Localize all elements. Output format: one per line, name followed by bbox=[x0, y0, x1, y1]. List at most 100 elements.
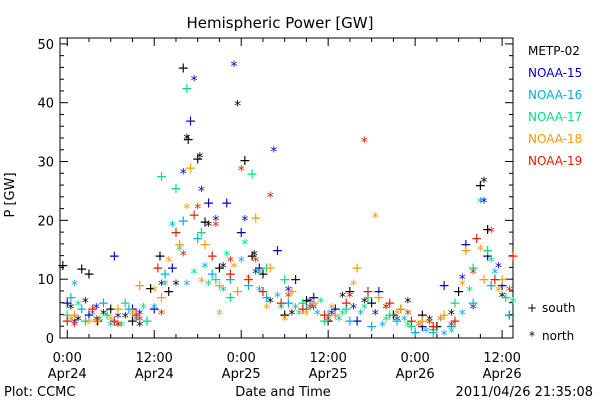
data-point-south: + bbox=[80, 313, 92, 329]
data-point-north: * bbox=[212, 213, 219, 229]
y-tick-label: 40 bbox=[37, 97, 54, 112]
data-point-south: + bbox=[65, 290, 77, 306]
data-point-south: + bbox=[391, 313, 403, 329]
data-point-south: + bbox=[199, 215, 211, 231]
data-point-north: * bbox=[71, 316, 78, 332]
data-point-south: + bbox=[182, 132, 194, 148]
data-point-north: * bbox=[415, 319, 422, 335]
data-point-south: + bbox=[362, 284, 374, 300]
data-point-south: + bbox=[330, 307, 342, 323]
x-tick-time-label: 12:00 bbox=[309, 351, 346, 366]
data-point-north: * bbox=[227, 255, 234, 271]
data-point-south: + bbox=[366, 296, 378, 312]
data-point-south: + bbox=[351, 260, 363, 276]
data-point-north: * bbox=[267, 296, 274, 312]
data-point-north: * bbox=[67, 313, 74, 329]
data-point-south: + bbox=[496, 272, 508, 288]
data-point-north: * bbox=[303, 307, 310, 323]
data-point-north: * bbox=[372, 210, 379, 226]
data-point-north: * bbox=[96, 313, 103, 329]
data-point-south: + bbox=[203, 196, 215, 212]
data-point-south: + bbox=[181, 81, 193, 97]
data-point-north: * bbox=[176, 243, 183, 259]
data-point-south: + bbox=[206, 249, 218, 265]
data-point-south: + bbox=[467, 296, 479, 312]
data-point-south: + bbox=[417, 307, 429, 323]
legend-entry: NOAA-15 bbox=[528, 66, 582, 80]
data-point-south: + bbox=[308, 296, 320, 312]
legend-marker-symbol: + bbox=[527, 301, 537, 315]
data-point-north: * bbox=[245, 272, 252, 288]
data-point-south: + bbox=[431, 319, 443, 335]
data-point-north: * bbox=[310, 302, 317, 318]
data-point-south: + bbox=[261, 260, 273, 276]
data-point-north: * bbox=[372, 307, 379, 323]
data-point-north: * bbox=[495, 284, 502, 300]
y-axis: 0 10 20 30 40 50 bbox=[37, 38, 513, 347]
data-point-south: + bbox=[152, 260, 164, 276]
data-point-south: + bbox=[224, 290, 236, 306]
data-point-south: + bbox=[141, 313, 153, 329]
data-point-south: + bbox=[279, 272, 291, 288]
data-point-south: + bbox=[246, 249, 258, 265]
x-tick-time-label: 12:00 bbox=[135, 351, 172, 366]
data-point-south: + bbox=[83, 266, 95, 282]
legend-marker-symbol: * bbox=[529, 329, 535, 343]
data-point-north: * bbox=[448, 319, 455, 335]
data-point-north: * bbox=[506, 284, 513, 300]
data-point-north: * bbox=[230, 59, 237, 75]
data-point-north: * bbox=[212, 219, 219, 235]
data-point-north: * bbox=[75, 299, 82, 315]
data-point-north: * bbox=[470, 266, 477, 282]
data-point-south: + bbox=[243, 278, 255, 294]
data-point-south: + bbox=[224, 266, 236, 282]
data-point-north: * bbox=[361, 135, 368, 151]
data-point-north: * bbox=[234, 99, 241, 115]
data-point-north: * bbox=[136, 313, 143, 329]
data-point-north: * bbox=[191, 266, 198, 282]
data-point-north: * bbox=[191, 73, 198, 89]
data-point-north: * bbox=[336, 313, 343, 329]
data-point-south: + bbox=[449, 313, 461, 329]
x-tick-date-label: Apr24 bbox=[48, 367, 87, 382]
data-point-south: + bbox=[322, 313, 334, 329]
data-point-north: * bbox=[307, 296, 314, 312]
x-tick-date-label: Apr26 bbox=[483, 367, 522, 382]
data-point-north: * bbox=[67, 302, 74, 318]
data-point-south: + bbox=[141, 313, 153, 329]
data-point-south: + bbox=[170, 225, 182, 241]
data-point-south: + bbox=[504, 307, 516, 323]
data-point-north: * bbox=[238, 163, 245, 179]
data-point-north: * bbox=[379, 319, 386, 335]
data-point-north: * bbox=[466, 284, 473, 300]
data-point-north: * bbox=[151, 302, 158, 318]
x-tick-date-label: Apr26 bbox=[396, 367, 435, 382]
data-point-south: + bbox=[90, 313, 102, 329]
data-point-south: + bbox=[127, 302, 139, 318]
legend: METP-02 NOAA-15 NOAA-16 NOAA-17 NOAA-18 NOAA-… bbox=[527, 44, 582, 343]
data-point-south: + bbox=[427, 322, 439, 338]
data-point-south: + bbox=[449, 296, 461, 312]
data-point-south: + bbox=[188, 207, 200, 223]
data-point-north: * bbox=[394, 313, 401, 329]
data-point-south: + bbox=[344, 313, 356, 329]
data-point-north: * bbox=[339, 307, 346, 323]
data-point-south: + bbox=[123, 302, 135, 318]
data-point-south: + bbox=[83, 307, 95, 323]
data-point-north: * bbox=[459, 278, 466, 294]
data-point-north: * bbox=[361, 296, 368, 312]
data-point-south: + bbox=[427, 319, 439, 335]
data-point-north: * bbox=[350, 278, 357, 294]
data-point-north: * bbox=[100, 307, 107, 323]
data-point-south: + bbox=[301, 302, 313, 318]
data-point-south: + bbox=[119, 296, 131, 312]
data-point-north: * bbox=[404, 307, 411, 323]
data-point-south: + bbox=[214, 260, 226, 276]
data-point-south: + bbox=[330, 302, 342, 318]
x-tick-time-label: 0:00 bbox=[227, 351, 256, 366]
data-point-north: * bbox=[510, 296, 517, 312]
data-point-south: + bbox=[264, 260, 276, 276]
data-point-north: * bbox=[394, 307, 401, 323]
legend-marker-label: south bbox=[542, 301, 576, 315]
data-point-south: + bbox=[166, 260, 178, 276]
